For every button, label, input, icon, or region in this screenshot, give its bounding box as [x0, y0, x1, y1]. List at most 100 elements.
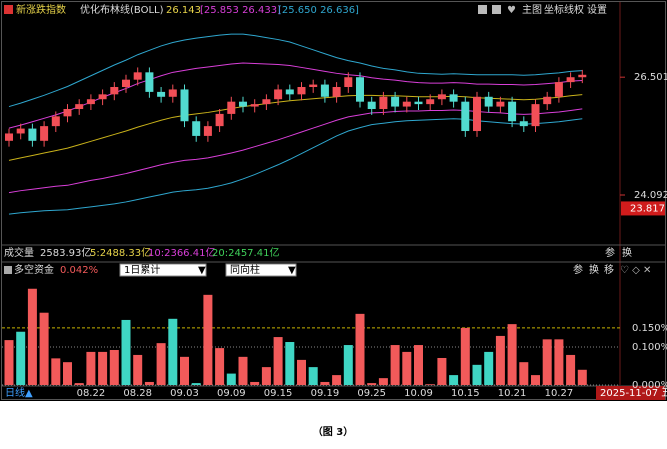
x-tick-label: 09.19 [311, 388, 340, 399]
caption: （图 3） [313, 425, 353, 438]
candle-body [449, 94, 458, 102]
candle-body [145, 72, 154, 92]
bar [215, 348, 225, 385]
candle-body [122, 79, 130, 88]
candle-body [496, 101, 505, 107]
dropdown-arrow[interactable]: ▼ [198, 265, 206, 276]
volume-ma10: 10:2366.41亿 [148, 246, 215, 259]
tool[interactable]: 权 [574, 3, 584, 16]
candle-body [40, 126, 49, 141]
x-tick-label: 09.25 [357, 388, 386, 399]
bar [133, 354, 143, 385]
candle-body [402, 101, 411, 107]
volume-ma5: 5:2488.33亿 [90, 246, 151, 259]
bar [74, 383, 84, 385]
tool[interactable]: 移 [604, 263, 614, 276]
candle-body [168, 89, 177, 97]
candle-body [157, 91, 166, 97]
dropdown-arrow[interactable]: ▼ [288, 265, 296, 276]
x-tick-label: 08.22 [77, 388, 106, 399]
candle-body [63, 109, 72, 117]
bar [472, 364, 482, 385]
bar [297, 359, 306, 385]
band-line [8, 108, 583, 194]
bar [285, 342, 295, 385]
bar [378, 378, 388, 385]
bar [250, 381, 260, 385]
bar [449, 375, 459, 385]
period[interactable]: 日线▲ [5, 386, 33, 399]
bar [414, 345, 423, 385]
dropdown[interactable] [225, 263, 297, 277]
date: 2025-11-07 五 [600, 388, 667, 399]
dropdown[interactable] [119, 263, 207, 277]
y-tick-label: 0.150% [632, 323, 667, 334]
bar [16, 331, 26, 385]
candle-body [391, 96, 400, 107]
frame [1, 1, 666, 400]
bar [121, 319, 131, 385]
tool[interactable]: 换 [589, 263, 599, 276]
candle-body [297, 87, 306, 95]
dropdown-text[interactable]: 同向柱 [230, 263, 260, 276]
candle-body [250, 104, 259, 107]
icon[interactable]: ♡ ◇ ✕ [620, 265, 651, 276]
boll-mid: 26.143 [166, 5, 201, 16]
tool[interactable]: 参 [573, 263, 583, 276]
zoom-out[interactable] [492, 5, 501, 14]
bar [109, 350, 119, 385]
tool[interactable]: 参 [605, 246, 615, 259]
volume-ma20: 20:2457.41亿 [212, 246, 279, 259]
tool[interactable]: 坐标线 [544, 3, 574, 16]
candle-body [578, 74, 587, 78]
date-box [596, 386, 665, 400]
indicator-value: 0.042% [60, 265, 98, 276]
candle-body [531, 104, 540, 127]
candle-body [262, 99, 271, 105]
candle-body [133, 72, 142, 80]
candle-body [414, 101, 423, 105]
y-tick-label: 0.000% [632, 380, 667, 391]
candle-body [192, 121, 201, 136]
bar [554, 339, 564, 385]
boll-outer: [25.650 26.636] [278, 5, 359, 16]
candle-body [203, 126, 212, 136]
bar [308, 367, 318, 385]
bar [367, 383, 377, 385]
band-line [8, 33, 583, 108]
price-tag: 23.817 [630, 203, 665, 214]
bar [86, 351, 96, 385]
candle-body [215, 113, 224, 127]
bar [566, 354, 576, 385]
candle-body [461, 101, 470, 132]
x-tick-label: 09.09 [217, 388, 246, 399]
candle-body [98, 94, 107, 100]
candle-body [110, 87, 119, 95]
candle-body [543, 96, 552, 105]
dropdown-text[interactable]: 1日累计 [124, 263, 160, 276]
candle-body [379, 96, 388, 110]
candle-body [426, 99, 435, 105]
bar [168, 318, 178, 385]
boll-inner: [25.853 26.433] [200, 5, 281, 16]
candle-body [75, 104, 84, 110]
favorite[interactable]: ♥ [507, 5, 516, 16]
tool[interactable]: 设置 [587, 4, 607, 16]
bar [63, 362, 72, 385]
bar [261, 367, 271, 385]
volume-label: 成交量 [4, 246, 34, 259]
icon [4, 5, 13, 14]
candle-body [16, 128, 25, 134]
tool[interactable]: 换 [622, 246, 632, 259]
zoom-in[interactable] [478, 5, 487, 14]
bar [343, 345, 353, 385]
candle-body [332, 87, 341, 97]
bar [144, 381, 154, 385]
candle-body [180, 89, 189, 122]
candle-body [51, 116, 60, 127]
bar [39, 312, 49, 385]
tool[interactable]: 主图 [522, 4, 542, 16]
bar [4, 340, 14, 385]
bar [320, 381, 330, 385]
